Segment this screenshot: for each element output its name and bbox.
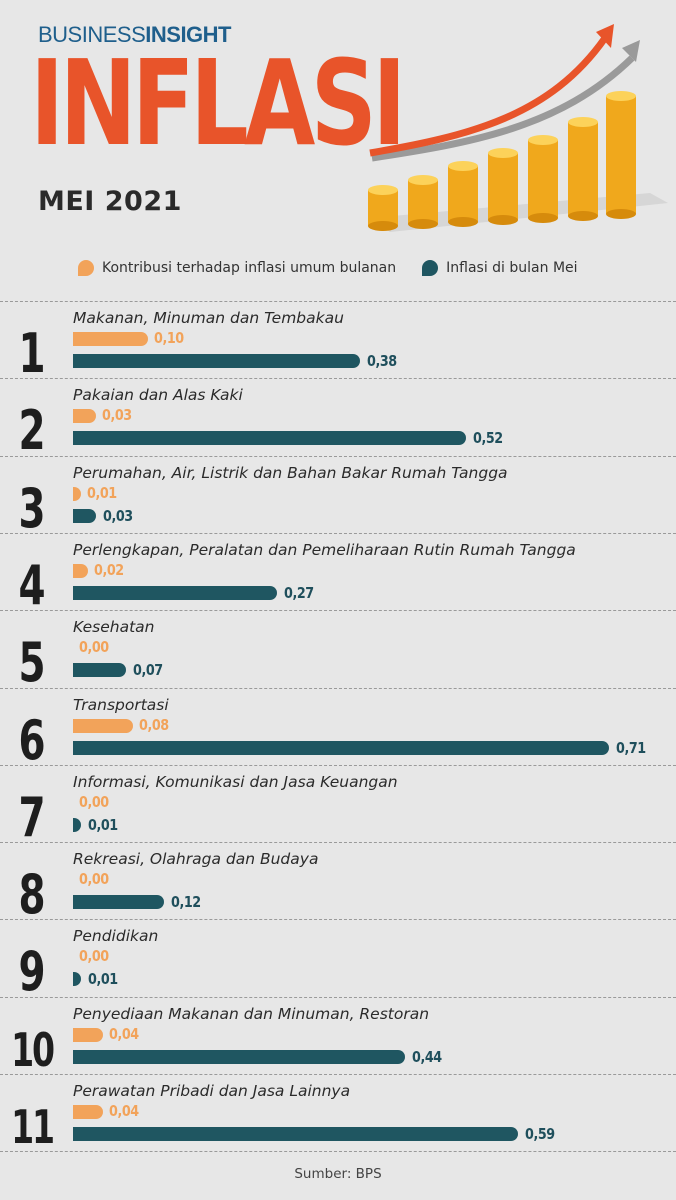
brand-logo: BUSINESSINSIGHT bbox=[38, 22, 231, 48]
label-inflation: 0,01 bbox=[87, 970, 118, 989]
label-contrib: 0,00 bbox=[79, 638, 109, 657]
coin-stacks bbox=[368, 91, 636, 231]
source-note: Sumber: BPS bbox=[294, 1166, 382, 1182]
bar-contrib bbox=[73, 486, 81, 501]
bar-contrib bbox=[73, 332, 149, 346]
label-contrib: 0,04 bbox=[109, 1102, 139, 1120]
category-label: Pendidikan bbox=[73, 927, 159, 946]
category-label: Informasi, Komunikasi dan Jasa Keuangan bbox=[73, 772, 398, 791]
brand-part2: INSIGHT bbox=[145, 22, 231, 47]
rank-number: 3 bbox=[18, 476, 46, 540]
category-label: Rekreasi, Olahraga dan Budaya bbox=[73, 850, 319, 869]
row-divider bbox=[0, 687, 676, 689]
category-label: Perawatan Pribadi dan Jasa Lainnya bbox=[73, 1082, 351, 1100]
bar-contrib bbox=[73, 1027, 104, 1042]
category-label: Perumahan, Air, Listrik dan Bahan Bakar … bbox=[73, 463, 508, 482]
rank-number: 11 bbox=[11, 1100, 55, 1154]
category-label: Penyediaan Makanan dan Minuman, Restoran bbox=[73, 1004, 430, 1023]
page-subtitle: MEI 2021 bbox=[38, 186, 182, 217]
row-divider bbox=[0, 455, 676, 457]
bar-contrib bbox=[73, 409, 96, 424]
rank-number: 10 bbox=[11, 1022, 55, 1077]
row-divider bbox=[0, 301, 676, 302]
category-label: Perlengkapan, Peralatan dan Pemeliharaan… bbox=[73, 540, 576, 559]
legend-item-contrib: Kontribusi terhadap inflasi umum bulanan bbox=[78, 260, 396, 276]
label-contrib: 0,00 bbox=[79, 947, 109, 966]
bar-inflation bbox=[73, 1127, 519, 1141]
bar-contrib bbox=[73, 718, 134, 733]
rank-number: 9 bbox=[18, 940, 46, 1004]
label-inflation: 0,71 bbox=[616, 738, 646, 757]
category-label: Kesehatan bbox=[73, 618, 155, 637]
brand-part1: BUSINESS bbox=[38, 22, 146, 47]
category-label: Makanan, Minuman dan Tembakau bbox=[73, 309, 344, 327]
legend-swatch-teal bbox=[422, 260, 439, 276]
label-inflation: 0,52 bbox=[472, 429, 503, 448]
rank-number: 7 bbox=[18, 785, 46, 849]
bar-inflation bbox=[73, 740, 609, 755]
label-inflation: 0,12 bbox=[170, 893, 201, 912]
bar-inflation bbox=[73, 1049, 406, 1064]
label-contrib: 0,08 bbox=[139, 715, 170, 734]
label-contrib: 0,04 bbox=[109, 1024, 139, 1043]
row-divider bbox=[0, 1074, 676, 1075]
row-divider bbox=[0, 1151, 676, 1153]
rank-number: 1 bbox=[18, 322, 46, 385]
bar-inflation bbox=[73, 972, 81, 987]
bar-inflation bbox=[73, 585, 277, 600]
row-divider bbox=[0, 919, 676, 921]
label-contrib: 0,00 bbox=[79, 792, 109, 811]
bar-contrib bbox=[73, 563, 89, 578]
label-contrib: 0,01 bbox=[86, 483, 117, 502]
legend-label-inflation: Inflasi di bulan Mei bbox=[446, 260, 578, 276]
rank-number: 8 bbox=[18, 863, 46, 927]
label-contrib: 0,10 bbox=[154, 329, 185, 347]
bar-inflation bbox=[73, 817, 81, 832]
label-inflation: 0,01 bbox=[87, 815, 118, 834]
row-divider bbox=[0, 378, 676, 380]
bar-inflation bbox=[73, 354, 360, 368]
label-contrib: 0,02 bbox=[94, 560, 124, 579]
rank-number: 4 bbox=[18, 553, 46, 617]
rising-coins-illustration bbox=[368, 24, 668, 232]
legend-swatch-orange bbox=[78, 260, 94, 276]
rank-number: 2 bbox=[18, 399, 46, 463]
row-divider bbox=[0, 764, 676, 766]
label-inflation: 0,44 bbox=[412, 1047, 442, 1066]
label-contrib: 0,03 bbox=[101, 406, 132, 425]
label-inflation: 0,07 bbox=[132, 661, 163, 680]
row-divider bbox=[0, 842, 676, 844]
category-label: Pakaian dan Alas Kaki bbox=[73, 386, 243, 405]
legend-label-contrib: Kontribusi terhadap inflasi umum bulanan bbox=[102, 260, 397, 276]
label-contrib: 0,00 bbox=[79, 870, 109, 889]
category-label: Transportasi bbox=[73, 695, 169, 714]
row-divider bbox=[0, 610, 676, 612]
label-inflation: 0,38 bbox=[366, 352, 397, 370]
bar-inflation bbox=[73, 663, 126, 678]
label-inflation: 0,03 bbox=[102, 506, 133, 525]
page-title: INFLASI bbox=[30, 34, 406, 172]
label-inflation: 0,59 bbox=[525, 1125, 556, 1143]
rank-number: 5 bbox=[18, 631, 46, 695]
row-divider bbox=[0, 532, 676, 534]
bar-inflation bbox=[73, 895, 164, 910]
bar-inflation bbox=[73, 431, 466, 446]
chart-legend: Kontribusi terhadap inflasi umum bulanan… bbox=[78, 260, 604, 276]
bar-contrib bbox=[73, 1105, 104, 1119]
bar-inflation bbox=[73, 508, 96, 523]
row-divider bbox=[0, 996, 676, 998]
label-inflation: 0,27 bbox=[283, 583, 314, 602]
legend-item-inflation: Inflasi di bulan Mei bbox=[422, 260, 578, 276]
rank-number: 6 bbox=[18, 708, 46, 772]
